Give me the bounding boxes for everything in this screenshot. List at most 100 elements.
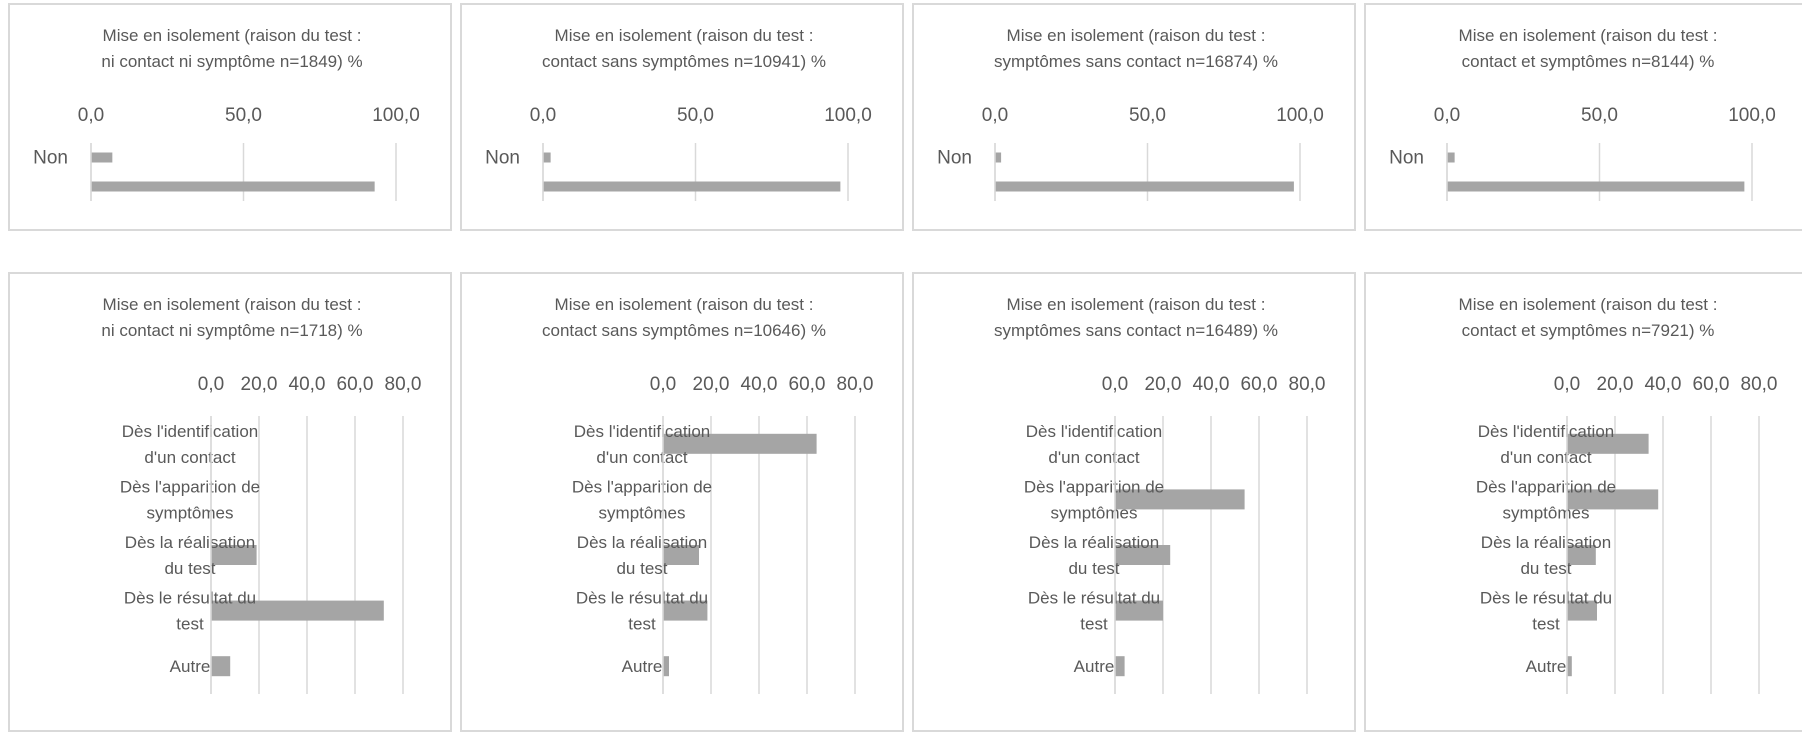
- chart-title: ni contact ni symptôme n=1849) %: [101, 52, 362, 71]
- category-label: test: [176, 615, 204, 634]
- bar: [1567, 600, 1597, 621]
- category-label: symptômes: [1503, 503, 1590, 522]
- chart-svg: Mise en isolement (raison du test : conta…: [1459, 295, 1778, 694]
- bar: [1115, 600, 1163, 621]
- tick-label: 50,0: [1129, 105, 1166, 126]
- tick-label: 50,0: [225, 105, 262, 126]
- tick-label: 0,0: [78, 105, 104, 126]
- category-label: Non: [33, 148, 68, 169]
- category-label: Autre: [1074, 657, 1115, 676]
- bar: [1567, 489, 1659, 510]
- bar: [663, 433, 817, 454]
- bar: [543, 181, 841, 192]
- category-label: Dès la réalisation: [1481, 533, 1611, 552]
- bar: [663, 545, 699, 565]
- chart-title: Mise en isolement (raison du test :: [1459, 26, 1718, 45]
- chart-title: contact et symptômes n=7921) %: [1462, 321, 1715, 340]
- tick-label: 20,0: [1597, 374, 1634, 395]
- category-label: test: [1080, 615, 1108, 634]
- chart-title: Mise en isolement (raison du test :: [555, 26, 814, 45]
- tick-label: 40,0: [1645, 374, 1682, 395]
- tick-label: 0,0: [982, 105, 1008, 126]
- category-label: Dès la réalisation: [1029, 533, 1159, 552]
- chart-title: Mise en isolement (raison du test :: [103, 295, 362, 314]
- bar: [1567, 433, 1649, 454]
- bar: [663, 600, 708, 621]
- category-label: Dès l'apparition de: [120, 477, 260, 496]
- tick-label: 80,0: [837, 374, 874, 395]
- tick-label: 100,0: [1728, 105, 1776, 126]
- bar: [91, 181, 375, 192]
- category-label: d'un contact: [144, 448, 235, 467]
- chart-title: contact sans symptômes n=10941) %: [542, 52, 826, 71]
- chart-panel: Mise en isolement (raison du test : conta…: [1364, 272, 1802, 732]
- category-label: du test: [164, 559, 215, 578]
- tick-label: 0,0: [1554, 374, 1580, 395]
- category-label: Dès l'identification: [122, 422, 258, 441]
- bar: [1447, 181, 1745, 192]
- tick-label: 40,0: [1193, 374, 1230, 395]
- tick-label: 0,0: [1102, 374, 1128, 395]
- chart-title: symptômes sans contact n=16489) %: [994, 321, 1278, 340]
- bar: [543, 152, 551, 163]
- category-label: du test: [1520, 559, 1571, 578]
- bar: [211, 600, 384, 621]
- tick-label: 100,0: [824, 105, 872, 126]
- tick-label: 0,0: [1434, 105, 1460, 126]
- chart-svg: Mise en isolement (raison du test : conta…: [542, 295, 874, 694]
- tick-label: 40,0: [289, 374, 326, 395]
- category-label: Dès l'identification: [574, 422, 710, 441]
- chart-title: ni contact ni symptôme n=1718) %: [101, 321, 362, 340]
- chart-svg: Mise en isolement (raison du test : sympt…: [937, 26, 1324, 201]
- category-label: Autre: [170, 657, 211, 676]
- tick-label: 20,0: [1145, 374, 1182, 395]
- chart-title: Mise en isolement (raison du test :: [1459, 295, 1718, 314]
- bar: [1115, 545, 1171, 565]
- tick-label: 20,0: [241, 374, 278, 395]
- category-label: symptômes: [599, 503, 686, 522]
- bar: [211, 545, 257, 565]
- chart-panel: Mise en isolement (raison du test : conta…: [1364, 3, 1802, 231]
- category-label: Non: [937, 148, 972, 169]
- chart-svg: Mise en isolement (raison du test : ni co…: [101, 295, 421, 694]
- chart-title: Mise en isolement (raison du test :: [555, 295, 814, 314]
- category-label: Dès l'identification: [1026, 422, 1162, 441]
- category-label: Dès la réalisation: [125, 533, 255, 552]
- category-label: Dès l'apparition de: [572, 477, 712, 496]
- tick-label: 100,0: [372, 105, 420, 126]
- tick-label: 80,0: [1289, 374, 1326, 395]
- category-label: symptômes: [147, 503, 234, 522]
- chart-panel: Mise en isolement (raison du test : conta…: [460, 272, 904, 732]
- category-label: symptômes: [1051, 503, 1138, 522]
- tick-label: 0,0: [530, 105, 556, 126]
- category-label: Autre: [1526, 657, 1567, 676]
- tick-label: 50,0: [1581, 105, 1618, 126]
- bar: [211, 656, 231, 677]
- category-label: Dès le résultat du: [1028, 589, 1160, 608]
- tick-label: 60,0: [789, 374, 826, 395]
- tick-label: 0,0: [198, 374, 224, 395]
- category-label: d'un contact: [1048, 448, 1139, 467]
- tick-label: 60,0: [337, 374, 374, 395]
- chart-panel: Mise en isolement (raison du test : sympt…: [912, 3, 1356, 231]
- chart-title: symptômes sans contact n=16874) %: [994, 52, 1278, 71]
- tick-label: 60,0: [1241, 374, 1278, 395]
- category-label: Dès la réalisation: [577, 533, 707, 552]
- bar: [91, 152, 113, 163]
- tick-label: 80,0: [1741, 374, 1778, 395]
- chart-panel: Mise en isolement (raison du test : sympt…: [912, 272, 1356, 732]
- chart-panel: Mise en isolement (raison du test : ni co…: [8, 272, 452, 732]
- chart-title: Mise en isolement (raison du test :: [1007, 295, 1266, 314]
- category-label: du test: [616, 559, 667, 578]
- tick-label: 60,0: [1693, 374, 1730, 395]
- category-label: du test: [1068, 559, 1119, 578]
- category-label: Dès l'apparition de: [1476, 477, 1616, 496]
- chart-title: Mise en isolement (raison du test :: [1007, 26, 1266, 45]
- chart-svg: Mise en isolement (raison du test : ni co…: [33, 26, 420, 201]
- category-label: test: [1532, 615, 1560, 634]
- category-label: Dès le résultat du: [124, 589, 256, 608]
- chart-title: contact sans symptômes n=10646) %: [542, 321, 826, 340]
- bar: [1447, 152, 1455, 163]
- tick-label: 40,0: [741, 374, 778, 395]
- category-label: Dès le résultat du: [1480, 589, 1612, 608]
